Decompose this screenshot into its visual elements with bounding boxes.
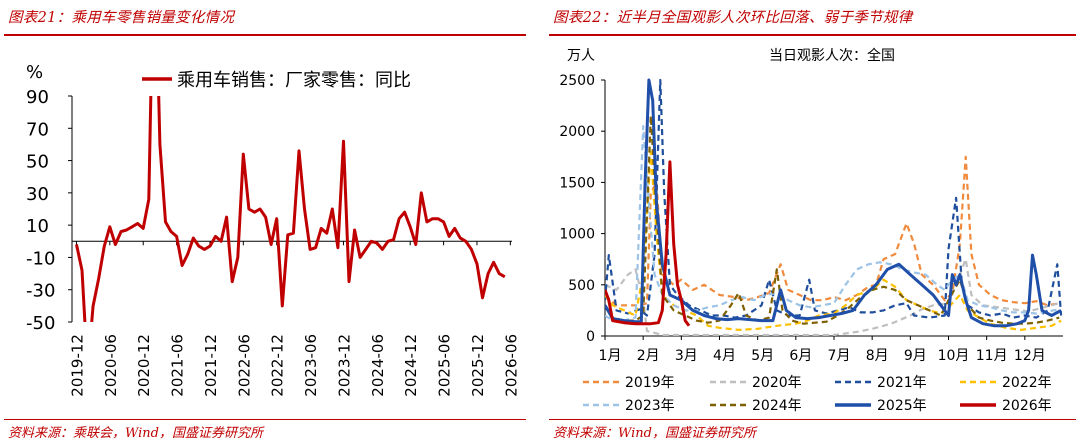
- right-legend-label: 2019年: [625, 375, 675, 391]
- right-series-line: [605, 78, 1062, 328]
- right-y-tick-label: 2000: [559, 124, 595, 140]
- right-y-tick-label: 2500: [559, 73, 595, 89]
- right-y-tick-label: 1500: [559, 175, 595, 191]
- right-source-rule: [549, 419, 1076, 420]
- right-legend-label: 2023年: [625, 398, 675, 414]
- left-x-tick-label: 2023-12: [335, 334, 353, 397]
- right-series-line: [605, 124, 1060, 322]
- left-y-tick-label: 90: [26, 87, 49, 108]
- right-x-tick-label: 9月: [904, 348, 927, 364]
- right-legend-label: 2021年: [877, 375, 927, 391]
- right-y-tick-label: 1000: [559, 227, 595, 243]
- right-legend-label: 2024年: [752, 398, 802, 414]
- left-y-tick-label: 30: [26, 184, 49, 205]
- left-x-tick-label: 2025-12: [469, 334, 487, 397]
- left-x-tick-label: 2024-06: [369, 334, 387, 397]
- left-x-tick-label: 2019-12: [68, 334, 86, 397]
- left-y-tick-label: 50: [26, 152, 49, 173]
- right-figure-title: 图表22：近半月全国观影人次环比回落、弱于季节规律: [553, 10, 913, 26]
- left-x-tick-label: 2020-12: [135, 334, 153, 397]
- right-series-line: [605, 155, 1060, 307]
- left-y-tick-label: 70: [26, 119, 49, 140]
- right-series-line: [605, 114, 1060, 325]
- right-legend-label: 2026年: [1002, 398, 1052, 414]
- left-series-line: [75, 96, 506, 322]
- right-y-tick-label: 0: [586, 329, 595, 345]
- right-title-rule: [549, 34, 1076, 36]
- right-x-tick-label: 1月: [599, 348, 622, 364]
- left-x-tick-label: 2024-12: [402, 334, 420, 397]
- right-chart-panel: 图表22：近半月全国观影人次环比回落、弱于季节规律 0 500 1000 1500 20…: [545, 0, 1080, 442]
- left-x-tick-label: 2021-12: [202, 334, 220, 397]
- left-chart-panel: 图表21：乘用车零售销量变化情况 90 70 50 30 10 -10 -30 -50% 201…: [0, 0, 530, 442]
- right-x-tick-label: 6月: [789, 348, 812, 364]
- right-x-tick-label: 11月: [976, 348, 1008, 364]
- right-y-unit-label: 万人: [567, 48, 595, 64]
- right-series-line: [605, 160, 691, 327]
- right-source-note: 资料来源：Wind，国盛证券研究所: [553, 426, 756, 441]
- left-x-tick-label: 2022-12: [269, 334, 287, 397]
- right-y-tick-label: 500: [568, 278, 595, 294]
- left-y-tick-label: -30: [26, 281, 55, 302]
- left-figure-title: 图表21：乘用车零售销量变化情况: [8, 10, 235, 26]
- right-legend-label: 2025年: [877, 398, 927, 414]
- left-x-tick-label: 2023-06: [302, 334, 320, 397]
- right-x-tick-label: 10月: [938, 348, 970, 364]
- right-legend-label: 2022年: [1002, 375, 1052, 391]
- left-legend-label: 乘用车销售：厂家零售：同比: [177, 70, 411, 91]
- right-x-tick-label: 8月: [866, 348, 889, 364]
- right-x-tick-label: 12月: [1014, 348, 1046, 364]
- right-x-tick-label: 4月: [713, 348, 736, 364]
- right-x-tick-label: 5月: [751, 348, 774, 364]
- right-x-tick-label: 3月: [675, 348, 698, 364]
- right-x-tick-label: 2月: [637, 348, 660, 364]
- left-source-note: 资料来源：乘联会，Wind，国盛证券研究所: [8, 426, 263, 441]
- right-chart: 0 500 1000 1500 2000 2500 万人 当日观影人次：全国 1月 2月 3月 4月 5…: [559, 47, 1063, 414]
- left-x-tick-label: 2021-06: [169, 334, 187, 397]
- right-legend-label: 2020年: [752, 375, 802, 391]
- left-y-unit-label: %: [26, 62, 43, 83]
- left-source-rule: [4, 419, 526, 420]
- left-chart: 90 70 50 30 10 -10 -30 -50% 2019-12 2020-06 2020-1…: [26, 62, 520, 397]
- left-y-tick-label: -10: [26, 248, 55, 269]
- left-x-tick-label: 2020-06: [102, 334, 120, 397]
- right-chart-title: 当日观影人次：全国: [769, 47, 895, 64]
- right-x-tick-label: 7月: [828, 348, 851, 364]
- left-title-rule: [4, 34, 526, 36]
- right-series-line: [605, 78, 1063, 319]
- left-y-tick-label: 10: [26, 216, 49, 237]
- left-x-tick-label: 2022-06: [235, 334, 253, 397]
- right-series-line: [605, 258, 1060, 336]
- left-y-tick-label: -50: [26, 313, 55, 334]
- left-x-tick-label: 2025-06: [436, 334, 454, 397]
- left-x-tick-label: 2026-06: [502, 334, 520, 397]
